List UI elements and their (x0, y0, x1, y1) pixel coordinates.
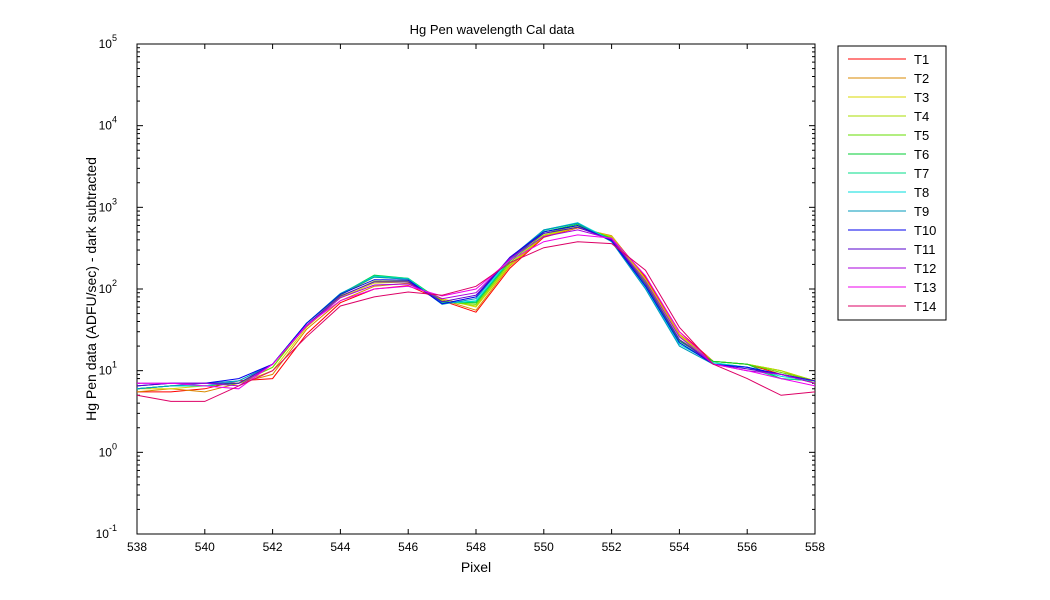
series-line-t12 (137, 229, 816, 387)
x-tick-label: 538 (127, 540, 147, 554)
y-tick-label: 103 (99, 196, 117, 214)
legend-label-t11: T11 (914, 242, 935, 257)
y-tick-label: 10-1 (96, 523, 117, 541)
y-tick-label: 101 (99, 360, 117, 378)
y-tick-label: 104 (99, 115, 117, 133)
series-line-t11 (136, 226, 816, 387)
series-line-t9 (136, 222, 816, 390)
x-tick-label: 550 (534, 540, 554, 554)
x-tick-label: 540 (195, 540, 215, 554)
legend-label-t7: T7 (914, 166, 929, 181)
legend-label-t5: T5 (914, 128, 929, 143)
y-tick-label: 105 (99, 33, 117, 51)
chart-title: Hg Pen wavelength Cal data (410, 22, 576, 37)
legend-box (837, 45, 947, 321)
legend-label-t4: T4 (914, 109, 929, 124)
legend-label-t6: T6 (914, 147, 929, 162)
series-line-t14 (136, 241, 816, 402)
legend-label-t14: T14 (914, 299, 936, 314)
x-axis-label: Pixel (461, 559, 491, 575)
x-tick-label: 548 (466, 540, 486, 554)
axis-ticks: 538 540 542 544 546 548 550 552 554 556 558 10-1 100… (96, 33, 826, 554)
legend-label-t9: T9 (914, 204, 929, 219)
legend-label-t2: T2 (914, 71, 929, 86)
x-tick-label: 558 (805, 540, 825, 554)
legend-label-t12: T12 (914, 261, 936, 276)
legend-label-t8: T8 (914, 185, 929, 200)
x-tick-label: 542 (263, 540, 283, 554)
series-lines (136, 222, 816, 402)
legend-label-t3: T3 (914, 90, 929, 105)
x-tick-label: 546 (398, 540, 418, 554)
legend-label-t1: T1 (914, 52, 929, 67)
x-tick-label: 554 (669, 540, 689, 554)
y-tick-label: 102 (99, 278, 117, 296)
x-tick-label: 552 (602, 540, 622, 554)
y-axis-label: Hg Pen data (ADFU/sec) - dark subtracted (83, 157, 99, 421)
x-tick-label: 544 (330, 540, 350, 554)
legend-label-t10: T10 (914, 223, 936, 238)
y-tick-label: 100 (99, 441, 117, 459)
legend: T1 T2 T3 T4 T5 T6 T7 T8 T9 T10 T11 T12 T13 T14 (837, 45, 947, 321)
legend-label-t13: T13 (914, 280, 936, 295)
series-line-t10 (136, 224, 816, 387)
x-tick-label: 556 (737, 540, 757, 554)
